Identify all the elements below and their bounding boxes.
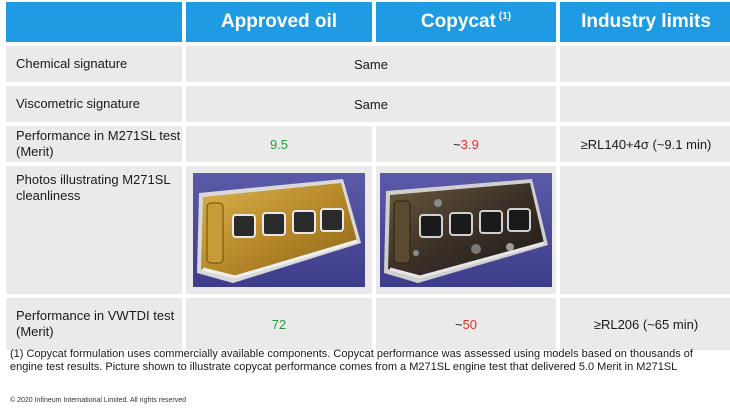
vwtdi-copycat-cell: ~50 xyxy=(376,298,556,350)
comparison-table: Approved oil Copycat (1) Industry limits … xyxy=(6,2,730,350)
viscometric-limit-cell xyxy=(560,86,730,122)
header-approved-label: Approved oil xyxy=(220,11,338,32)
clean-engine-cover-photo xyxy=(193,173,365,287)
header-limits-label: Industry limits xyxy=(581,11,711,32)
photos-limit-cell xyxy=(560,166,730,294)
sludged-engine-cover-photo xyxy=(380,173,552,287)
vwtdi-copycat-approx: ~ xyxy=(454,316,463,332)
header-approved-oil: Approved oil xyxy=(186,2,372,42)
row-label-viscometric: Viscometric signature xyxy=(6,86,182,122)
header-industry-limits: Industry limits xyxy=(560,2,730,42)
chemical-limit-cell xyxy=(560,46,730,82)
viscometric-value: Same xyxy=(186,86,556,122)
vwtdi-approved-value: 72 xyxy=(186,298,372,350)
row-label-vwtdi-performance: Performance in VWTDI test (Merit) xyxy=(6,298,182,350)
vwtdi-copycat-value: 50 xyxy=(462,316,478,332)
header-copycat-label: Copycat xyxy=(420,11,496,32)
header-blank-cell xyxy=(6,2,182,42)
chemical-value: Same xyxy=(186,46,556,82)
row-label-chemical: Chemical signature xyxy=(6,46,182,82)
header-copycat: Copycat (1) xyxy=(376,2,556,42)
vwtdi-industry-limit: ≥RL206 (~65 min) xyxy=(560,298,730,350)
header-copycat-footnote-ref: (1) xyxy=(498,10,512,22)
m271-industry-limit: ≥RL140+4σ (~9.1 min) xyxy=(560,126,730,162)
row-label-m271-performance: Performance in M271SL test (Merit) xyxy=(6,126,182,162)
m271-copycat-approx: ~ xyxy=(453,136,461,152)
footnote: (1) Copycat formulation uses commerciall… xyxy=(10,348,693,373)
m271-approved-value: 9.5 xyxy=(186,126,372,162)
m271-copycat-cell: ~3.9 xyxy=(376,126,556,162)
approved-photo-cell xyxy=(186,166,372,294)
copyright-notice: © 2020 Infineum International Limited. A… xyxy=(10,397,186,404)
copycat-photo-cell xyxy=(376,166,556,294)
m271-copycat-value: 3.9 xyxy=(460,136,479,152)
row-label-photos: Photos illustrating M271SL cleanliness xyxy=(6,166,182,294)
